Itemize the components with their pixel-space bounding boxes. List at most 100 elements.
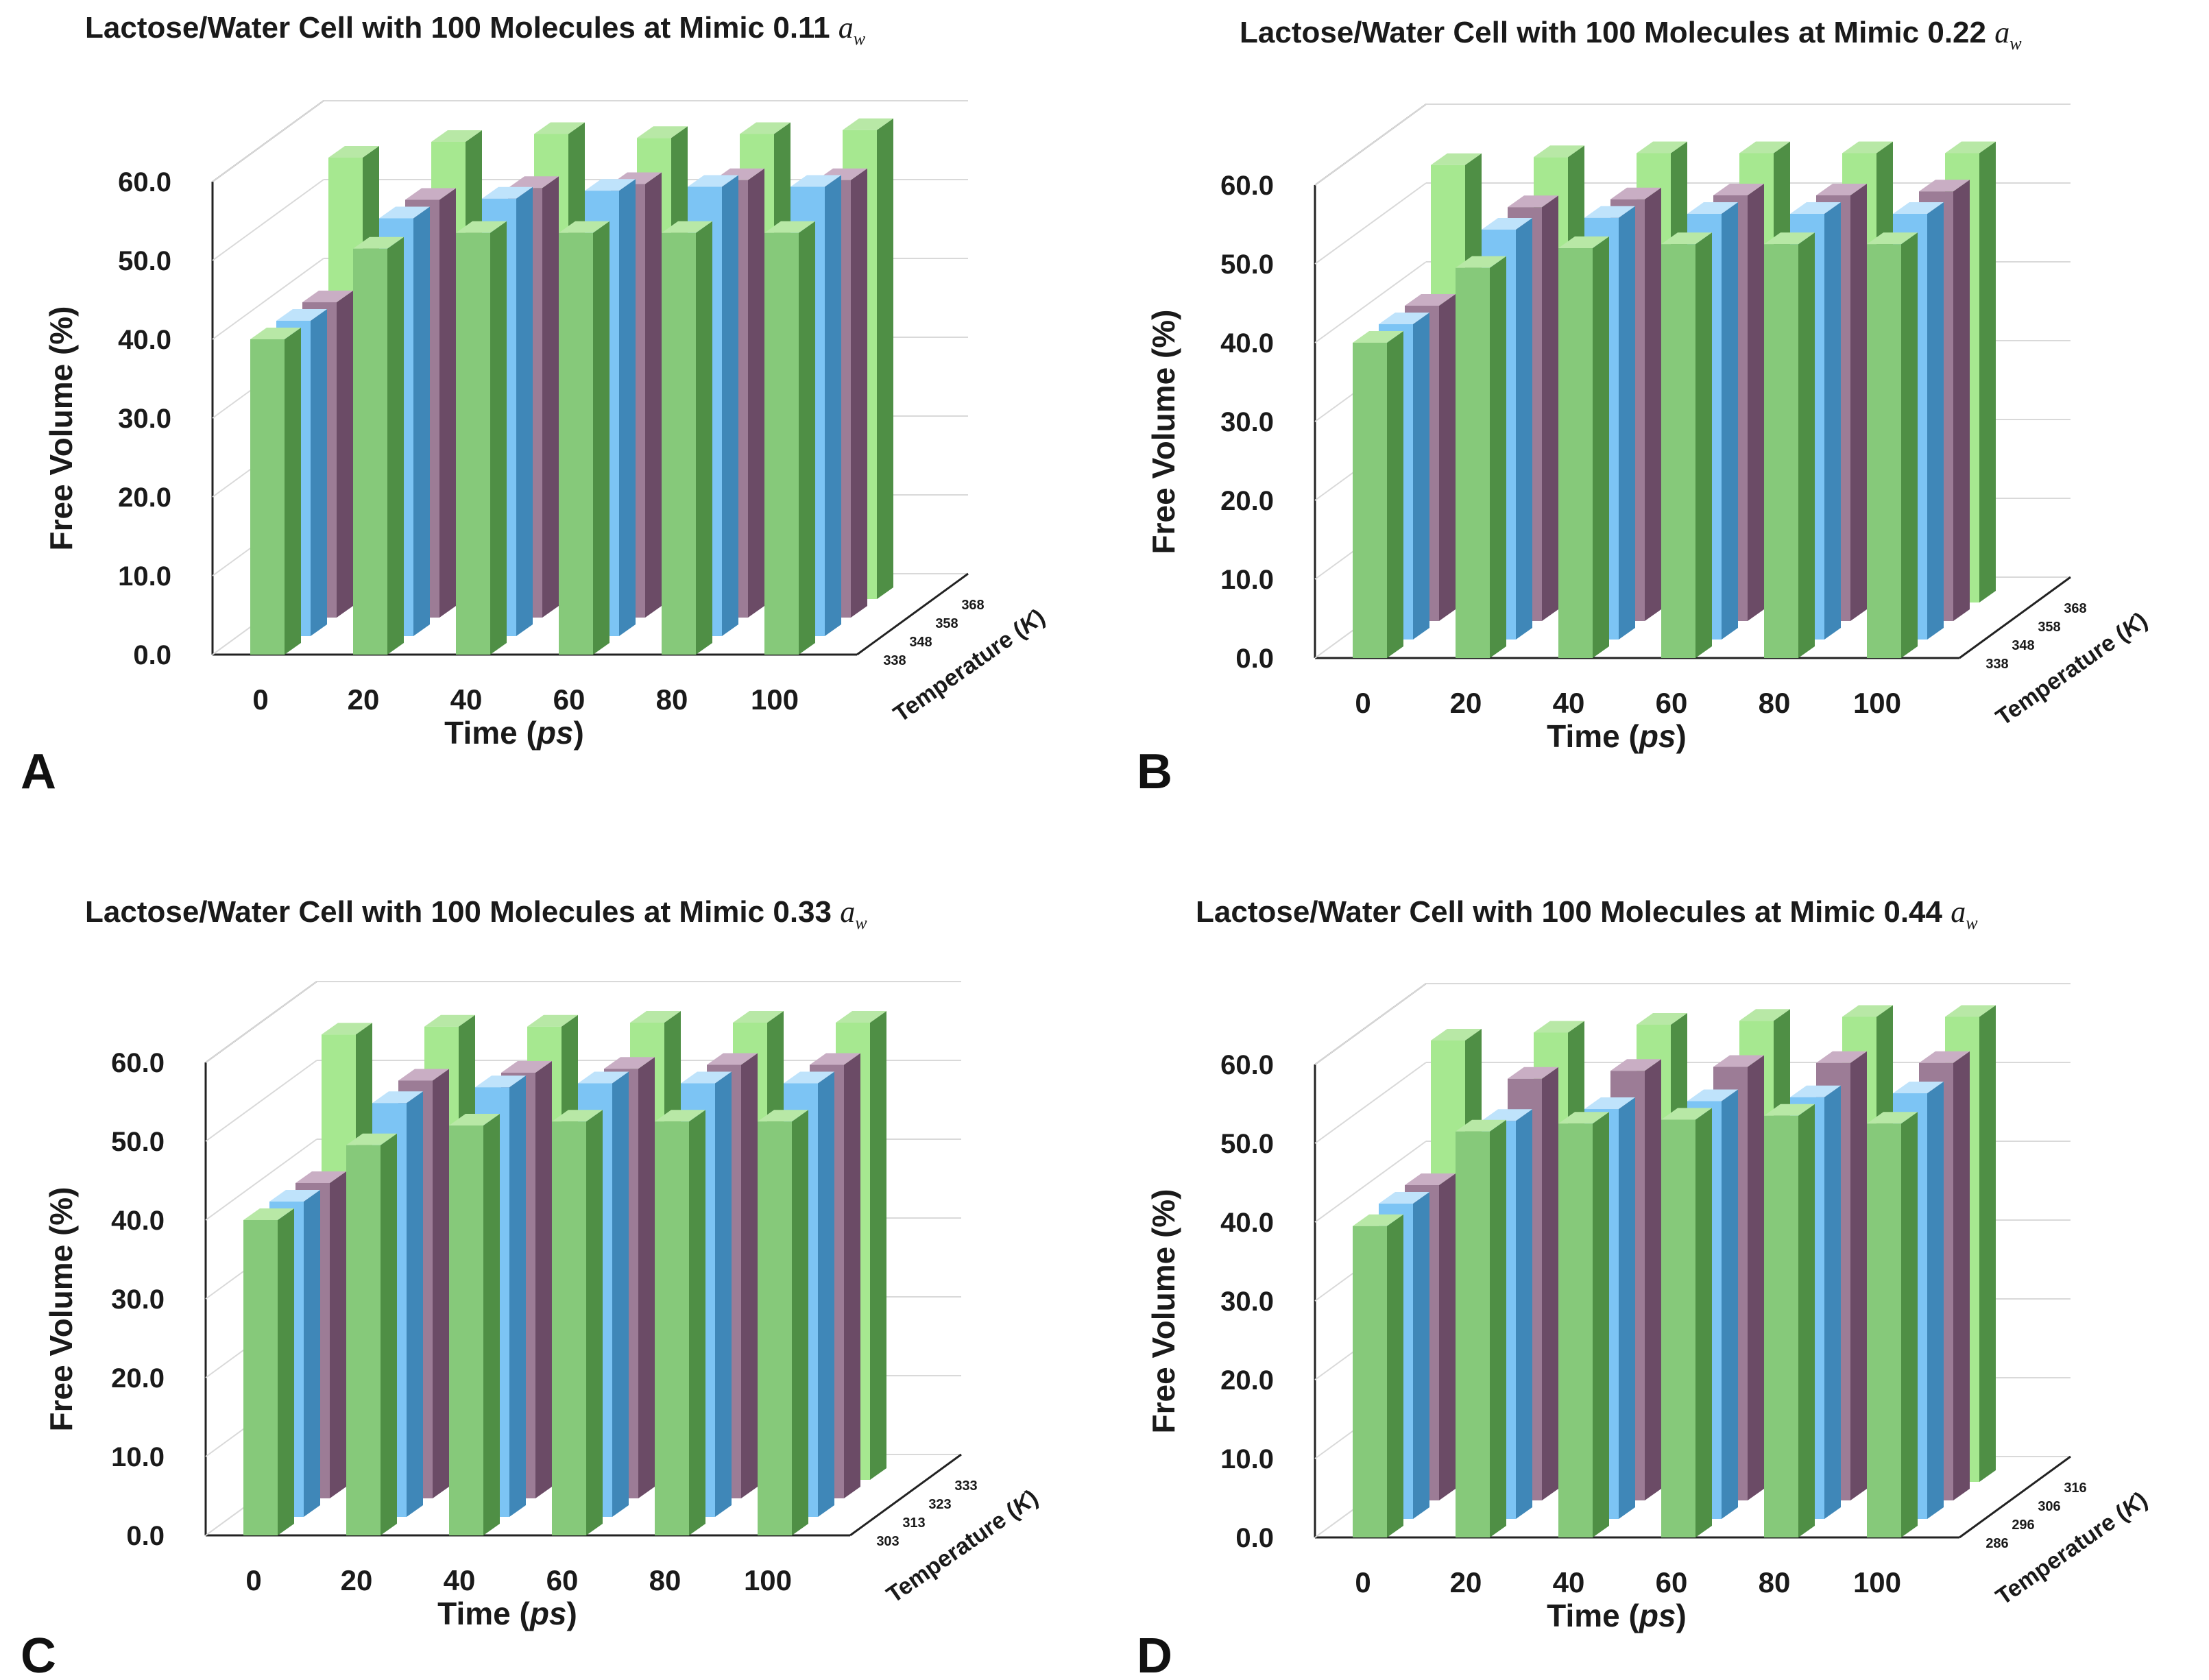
bar-top bbox=[1893, 202, 1944, 214]
y-tick-label: 60.0 bbox=[118, 167, 171, 197]
bar-side bbox=[1901, 232, 1918, 658]
bar-top bbox=[836, 1011, 886, 1023]
bar-side bbox=[1490, 256, 1506, 658]
bar-top bbox=[1610, 187, 1661, 199]
y-tick-label: 40.0 bbox=[118, 325, 171, 355]
x-tick-label: 100 bbox=[1853, 687, 1901, 719]
depth-tick-labels: 338 348 358 368 bbox=[1985, 601, 2086, 672]
y-tick-label: 20.0 bbox=[118, 483, 171, 513]
depth-axis-line bbox=[1959, 576, 2071, 659]
bar-side bbox=[1901, 1112, 1918, 1537]
bar-top bbox=[1353, 1214, 1403, 1226]
bar-top bbox=[1816, 1051, 1867, 1063]
depth-tick-label: 368 bbox=[2064, 601, 2086, 616]
y-tick-label: 40.0 bbox=[1220, 328, 1274, 358]
bar-side bbox=[1824, 202, 1841, 640]
depth-axis-label: Temperature (K) bbox=[1991, 607, 2152, 731]
bar-top bbox=[1456, 256, 1506, 268]
x-tick-labels: 0 20 40 60 80 100 bbox=[245, 1564, 792, 1596]
y-tick-labels: 0.0 10.0 20.0 30.0 40.0 50.0 60.0 bbox=[111, 1048, 165, 1551]
x-tick-label: 20 bbox=[1450, 687, 1482, 719]
bar bbox=[1558, 1112, 1609, 1537]
x-axis-label-prefix: Time ( bbox=[437, 1596, 530, 1631]
bar bbox=[662, 221, 712, 655]
bar-top bbox=[662, 221, 712, 233]
y-tick-label: 10.0 bbox=[118, 561, 171, 592]
chart-title-aw: a bbox=[1994, 16, 2009, 49]
bar-top bbox=[681, 1071, 732, 1084]
bar-side bbox=[1490, 1119, 1506, 1537]
bar-side bbox=[1542, 195, 1558, 621]
y-tick-label: 20.0 bbox=[1220, 1365, 1274, 1396]
y-axis-label: Free Volume (%) bbox=[1146, 1189, 1181, 1434]
bar-top bbox=[1687, 1089, 1738, 1101]
bar-top bbox=[637, 126, 688, 138]
bar-side bbox=[535, 1061, 552, 1498]
x-axis-label-suffix: ) bbox=[1676, 1598, 1687, 1633]
bar-side bbox=[1516, 1109, 1532, 1519]
bar-side bbox=[722, 175, 738, 636]
y-axis-label: Free Volume (%) bbox=[43, 1187, 79, 1432]
bar-side bbox=[304, 1190, 320, 1517]
bar-top bbox=[1919, 180, 1970, 192]
y-tick-labels: 0.0 10.0 20.0 30.0 40.0 50.0 60.0 bbox=[118, 167, 171, 670]
x-tick-label: 20 bbox=[348, 683, 380, 716]
bar bbox=[1661, 232, 1712, 658]
bar-top bbox=[250, 328, 301, 339]
bar-side bbox=[483, 1114, 500, 1535]
bar-top bbox=[1945, 141, 1996, 154]
bar-top bbox=[1431, 153, 1482, 165]
x-tick-label: 60 bbox=[1656, 687, 1688, 719]
y-tick-label: 60.0 bbox=[1220, 1050, 1274, 1080]
bar-side bbox=[1927, 202, 1944, 640]
gridline-side bbox=[1314, 983, 1427, 1065]
bar-top bbox=[1661, 1108, 1712, 1120]
chart-title-aw-sub: w bbox=[854, 29, 866, 49]
depth-axis-label: Temperature (K) bbox=[882, 1485, 1043, 1608]
bar bbox=[1867, 1112, 1918, 1537]
y-tick-label: 0.0 bbox=[133, 640, 171, 670]
bar-side bbox=[1516, 218, 1532, 640]
bar-side bbox=[645, 172, 662, 618]
bar-top bbox=[1893, 1082, 1944, 1093]
depth-tick-label: 296 bbox=[2012, 1518, 2034, 1533]
bar-top bbox=[269, 1190, 320, 1202]
depth-tick-label: 333 bbox=[954, 1478, 977, 1494]
bar-side bbox=[1619, 206, 1635, 640]
bar-side bbox=[1387, 331, 1403, 658]
depth-tick-label: 348 bbox=[2012, 638, 2034, 653]
bars bbox=[250, 118, 893, 655]
bar-side bbox=[1979, 1005, 1996, 1482]
bar-side bbox=[1798, 1104, 1815, 1537]
bar-side bbox=[586, 1110, 603, 1535]
bar-top bbox=[585, 179, 636, 191]
y-tick-label: 10.0 bbox=[1220, 565, 1274, 595]
gridline-side bbox=[1314, 104, 1427, 186]
bar-front bbox=[250, 339, 285, 655]
x-tick-label: 0 bbox=[1355, 687, 1371, 719]
bar bbox=[1456, 1119, 1506, 1537]
bar bbox=[456, 221, 507, 655]
chart-title-main: Lactose/Water Cell with 100 Molecules at… bbox=[1196, 895, 1951, 929]
x-tick-label: 80 bbox=[656, 683, 688, 716]
bar-side bbox=[1695, 232, 1712, 658]
bars bbox=[243, 1011, 886, 1535]
depth-axis-label: Temperature (K) bbox=[1991, 1487, 2152, 1610]
depth-tick-label: 303 bbox=[876, 1534, 899, 1549]
panel-c: 0.0 10.0 20.0 30.0 40.0 50.0 60.0 0 20 40 60 80 100 3… bbox=[21, 895, 1043, 1680]
panel-letter: C bbox=[21, 1629, 56, 1680]
x-tick-labels: 0 20 40 60 80 100 bbox=[252, 683, 799, 716]
bar-front bbox=[456, 232, 490, 655]
panel-letter: D bbox=[1137, 1629, 1172, 1680]
x-tick-label: 80 bbox=[649, 1564, 681, 1596]
bar-front bbox=[353, 248, 387, 655]
bar-side bbox=[851, 168, 867, 618]
bar-side bbox=[870, 1011, 886, 1480]
depth-axis-line bbox=[849, 1453, 962, 1537]
chart-title-main: Lactose/Water Cell with 100 Molecules at… bbox=[85, 11, 838, 45]
bar-top bbox=[475, 1075, 526, 1088]
y-tick-label: 0.0 bbox=[1235, 1523, 1274, 1553]
bar-top bbox=[1764, 1104, 1815, 1116]
chart-title: Lactose/Water Cell with 100 Molecules at… bbox=[1240, 16, 2022, 53]
bar-side bbox=[381, 1133, 397, 1535]
